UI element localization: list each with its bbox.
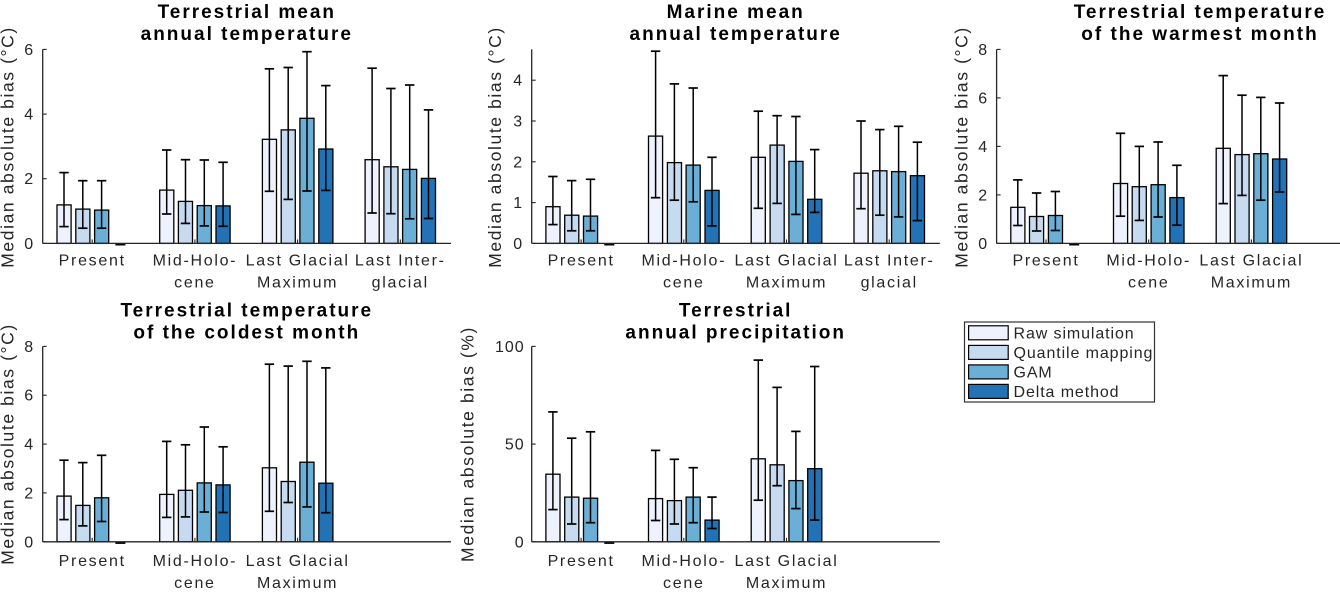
svg-text:cene: cene (174, 575, 216, 590)
svg-text:Present: Present (548, 553, 615, 570)
svg-text:Maximum: Maximum (746, 575, 827, 590)
svg-text:Delta method: Delta method (1014, 384, 1120, 401)
svg-text:Maximum: Maximum (746, 275, 827, 292)
svg-text:1: 1 (513, 195, 523, 212)
svg-text:Median absolute bias (°C): Median absolute bias (°C) (0, 323, 18, 565)
svg-text:4: 4 (24, 437, 34, 454)
svg-text:Median absolute bias (°C): Median absolute bias (°C) (0, 26, 18, 268)
svg-text:Terrestrial: Terrestrial (679, 301, 793, 322)
svg-text:Raw simulation: Raw simulation (1014, 325, 1135, 342)
svg-text:8: 8 (978, 42, 988, 59)
svg-text:cene: cene (663, 275, 705, 292)
svg-text:Last Glacial: Last Glacial (735, 253, 839, 270)
svg-text:Mid-Holo-: Mid-Holo- (153, 553, 238, 570)
svg-text:annual precipitation: annual precipitation (625, 323, 846, 344)
svg-text:Maximum: Maximum (257, 575, 338, 590)
svg-text:Marine mean: Marine mean (667, 2, 805, 23)
svg-text:annual temperature: annual temperature (141, 24, 353, 45)
svg-text:Maximum: Maximum (1211, 275, 1292, 292)
svg-text:8: 8 (24, 339, 34, 356)
svg-text:Mid-Holo-: Mid-Holo- (641, 253, 726, 270)
svg-text:Mid-Holo-: Mid-Holo- (1106, 253, 1191, 270)
svg-text:of the coldest month: of the coldest month (133, 323, 360, 344)
svg-text:2: 2 (24, 171, 34, 188)
svg-text:Last Glacial: Last Glacial (735, 553, 839, 570)
svg-text:Present: Present (59, 553, 126, 570)
svg-text:GAM: GAM (1014, 364, 1053, 381)
svg-text:4: 4 (978, 139, 988, 156)
svg-text:Terrestrial mean: Terrestrial mean (158, 2, 336, 23)
svg-text:0: 0 (24, 534, 34, 551)
svg-text:4: 4 (24, 107, 34, 124)
svg-text:glacial: glacial (861, 275, 918, 292)
svg-text:100: 100 (495, 339, 525, 356)
svg-text:glacial: glacial (372, 275, 429, 292)
svg-text:Present: Present (59, 253, 126, 270)
svg-text:6: 6 (24, 388, 34, 405)
svg-text:0: 0 (515, 534, 525, 551)
svg-text:Last Glacial: Last Glacial (246, 553, 350, 570)
svg-text:Median absolute bias (°C): Median absolute bias (°C) (951, 26, 971, 268)
svg-text:Median absolute bias (°C): Median absolute bias (°C) (485, 26, 505, 268)
svg-text:4: 4 (513, 73, 523, 90)
svg-text:3: 3 (513, 114, 523, 131)
svg-text:Last Glacial: Last Glacial (246, 253, 350, 270)
svg-text:6: 6 (978, 90, 988, 107)
svg-text:Terrestrial temperature: Terrestrial temperature (120, 301, 373, 322)
svg-text:Terrestrial temperature: Terrestrial temperature (1074, 2, 1327, 23)
svg-text:0: 0 (24, 236, 34, 253)
svg-text:Last Inter-: Last Inter- (844, 253, 935, 270)
svg-text:Last Glacial: Last Glacial (1199, 253, 1303, 270)
svg-text:Median absolute bias (%): Median absolute bias (%) (458, 326, 478, 562)
svg-text:2: 2 (24, 485, 34, 502)
svg-text:of the warmest month: of the warmest month (1081, 24, 1318, 45)
svg-text:cene: cene (174, 275, 216, 292)
svg-text:Present: Present (548, 253, 615, 270)
svg-text:0: 0 (513, 236, 523, 253)
svg-text:cene: cene (663, 575, 705, 590)
svg-text:2: 2 (513, 154, 523, 171)
svg-text:Mid-Holo-: Mid-Holo- (641, 553, 726, 570)
svg-text:0: 0 (978, 236, 988, 253)
svg-text:Mid-Holo-: Mid-Holo- (153, 253, 238, 270)
svg-text:6: 6 (24, 42, 34, 59)
svg-text:Present: Present (1012, 253, 1079, 270)
svg-text:2: 2 (978, 187, 988, 204)
svg-text:cene: cene (1128, 275, 1170, 292)
svg-text:Last Inter-: Last Inter- (355, 253, 446, 270)
svg-text:annual temperature: annual temperature (630, 24, 842, 45)
svg-text:50: 50 (505, 437, 525, 454)
svg-text:Maximum: Maximum (257, 275, 338, 292)
svg-text:Quantile mapping: Quantile mapping (1014, 345, 1154, 362)
